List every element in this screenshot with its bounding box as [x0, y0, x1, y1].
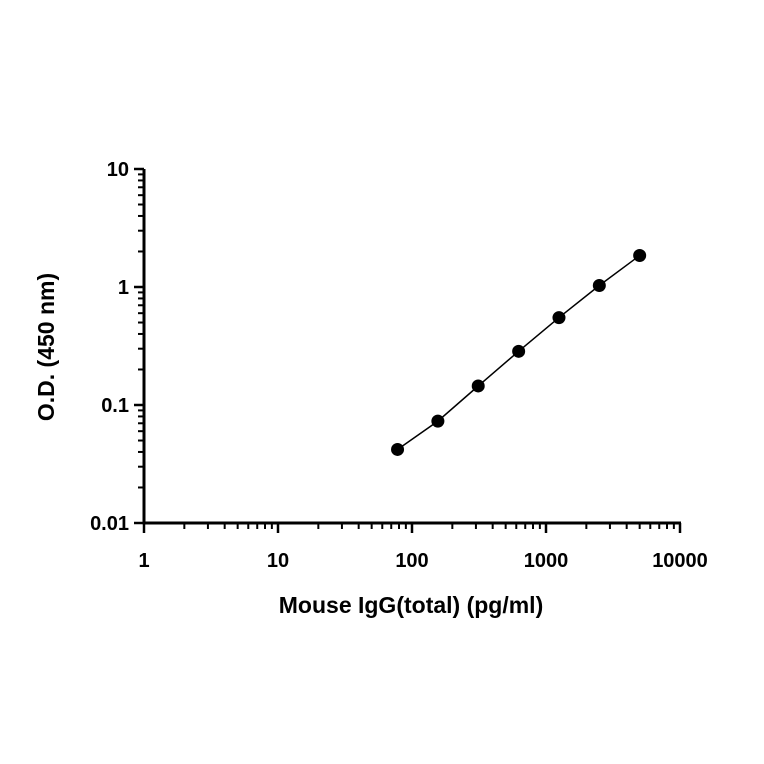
x-axis-title: Mouse IgG(total) (pg/ml) [279, 592, 543, 618]
x-tick-label: 100 [395, 550, 428, 572]
axes [142, 169, 681, 525]
data-points [391, 248, 647, 456]
x-tick-label: 10 [267, 550, 289, 572]
y-tick-label: 0.1 [101, 395, 129, 417]
data-point [471, 379, 485, 393]
x-axis-ticks [142, 523, 682, 533]
y-tick-label: 1 [118, 277, 129, 299]
data-point [431, 414, 445, 428]
y-tick-label: 0.01 [90, 513, 129, 535]
y-axis-tick-labels: 0.01 0.1 1 10 [90, 159, 129, 535]
data-point [633, 248, 647, 262]
data-point [512, 344, 526, 358]
x-tick-label: 10000 [652, 550, 708, 572]
x-tick-label: 1 [138, 550, 149, 572]
y-axis-ticks [134, 167, 144, 525]
data-point [552, 311, 566, 325]
y-tick-label: 10 [107, 159, 129, 181]
data-point [391, 442, 405, 456]
data-point [592, 278, 606, 292]
x-axis-tick-labels: 1 10 100 1000 10000 [138, 550, 707, 572]
x-tick-label: 1000 [524, 550, 569, 572]
y-axis-title: O.D. (450 nm) [33, 273, 59, 421]
